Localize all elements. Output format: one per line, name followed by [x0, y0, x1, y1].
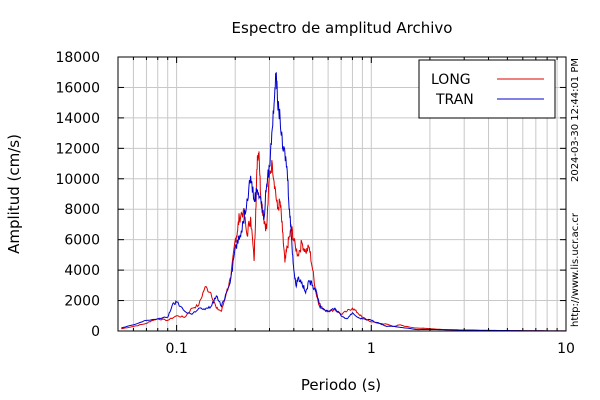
- y-tick-label: 0: [91, 324, 100, 340]
- timestamp-side-text: 2024-03-30 12:44:01 PM: [570, 58, 581, 182]
- url-side-text: http://www.lis.ucr.ac.cr: [570, 212, 581, 327]
- y-tick-label: 14000: [55, 111, 100, 127]
- x-tick-label: 0.1: [165, 341, 187, 357]
- y-tick-labels: 0 2000 4000 6000 8000 10000 12000 14000 16000 180…: [55, 50, 100, 340]
- x-tick-labels: 0.1 1 10: [165, 341, 574, 357]
- legend-box: [418, 59, 556, 119]
- chart-title: Espectro de amplitud Archivo: [232, 19, 453, 37]
- series-line-tran: [121, 72, 567, 332]
- y-tick-label: 18000: [55, 50, 100, 66]
- y-tick-label: 12000: [55, 141, 100, 157]
- y-tick-label: 6000: [64, 233, 100, 249]
- x-tick-label: 10: [557, 341, 575, 357]
- y-tick-label: 16000: [55, 80, 100, 96]
- y-tick-label: 8000: [64, 202, 100, 218]
- legend-label-tran: TRAN: [435, 92, 474, 108]
- legend-label-long: LONG: [431, 72, 471, 88]
- x-axis-label: Periodo (s): [301, 376, 381, 394]
- y-tick-label: 10000: [55, 172, 100, 188]
- y-axis-label: Amplitud (cm/s): [5, 134, 23, 254]
- x-tick-label: 1: [367, 341, 376, 357]
- plot-frame: [117, 56, 567, 332]
- legend: LONG TRAN: [418, 59, 556, 119]
- y-tick-label: 4000: [64, 263, 100, 279]
- series-group: [121, 72, 567, 332]
- y-tick-label: 2000: [64, 294, 100, 310]
